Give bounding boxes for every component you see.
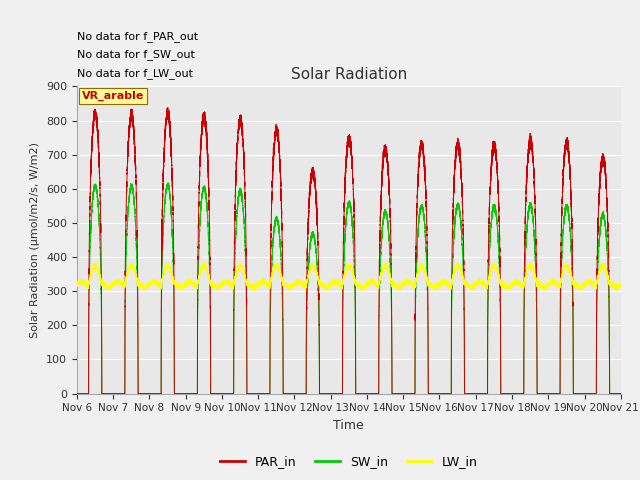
Text: No data for f_PAR_out: No data for f_PAR_out bbox=[77, 31, 198, 42]
Text: VR_arable: VR_arable bbox=[82, 91, 145, 101]
Legend: PAR_in, SW_in, LW_in: PAR_in, SW_in, LW_in bbox=[215, 450, 483, 473]
Y-axis label: Solar Radiation (μmol/m2/s, W/m2): Solar Radiation (μmol/m2/s, W/m2) bbox=[30, 142, 40, 338]
Text: No data for f_LW_out: No data for f_LW_out bbox=[77, 68, 193, 79]
Title: Solar Radiation: Solar Radiation bbox=[291, 68, 407, 83]
X-axis label: Time: Time bbox=[333, 419, 364, 432]
Text: No data for f_SW_out: No data for f_SW_out bbox=[77, 49, 195, 60]
